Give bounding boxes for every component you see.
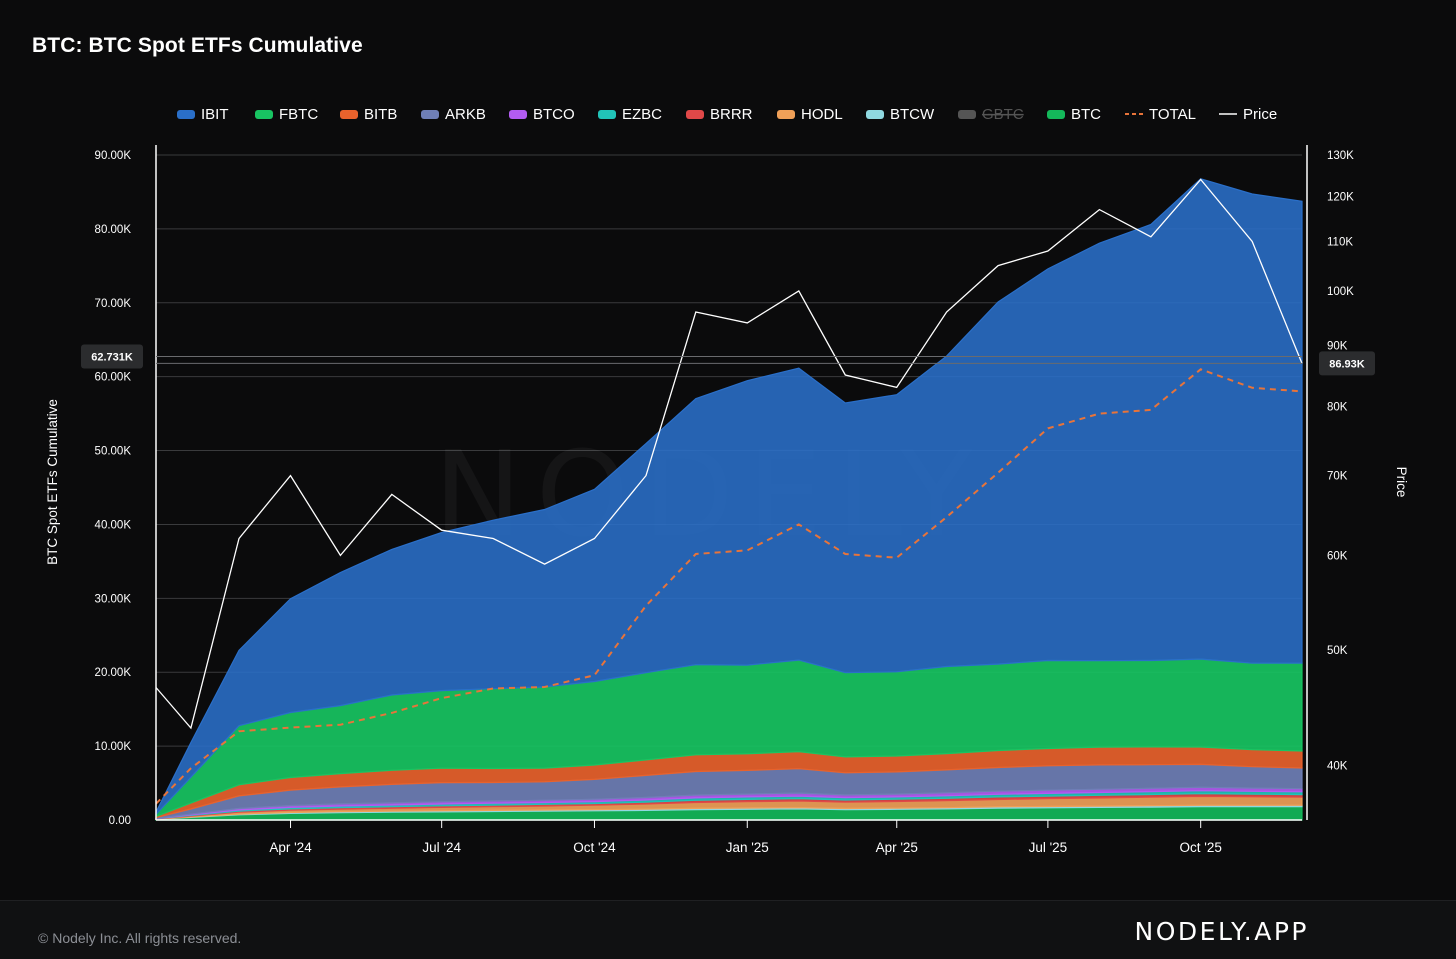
- legend-label-btco: BTCO: [533, 106, 575, 123]
- legend-swatch-ibit: [177, 110, 195, 119]
- legend-swatch-btc: [1047, 110, 1065, 119]
- x-tick-label: Jul '24: [422, 840, 461, 855]
- legend-label-ibit: IBIT: [201, 106, 229, 123]
- legend-swatch-arkb: [421, 110, 439, 119]
- legend-item-total[interactable]: TOTAL: [1125, 106, 1196, 123]
- y-tick-label: 60.00K: [95, 372, 132, 384]
- legend-swatch-fbtc: [255, 110, 273, 119]
- x-tick-label: Oct '25: [1180, 840, 1222, 855]
- legend-item-btco[interactable]: BTCO: [509, 106, 575, 123]
- current-price-value: 86.93K: [1329, 358, 1365, 370]
- current-value-badges: 62.731K 86.93K: [81, 344, 1375, 376]
- x-tick-label: Jul '25: [1029, 840, 1068, 855]
- legend-item-btc[interactable]: BTC: [1047, 106, 1101, 123]
- current-total-value: 62.731K: [91, 351, 133, 363]
- y2-tick-label: 40K: [1327, 760, 1348, 772]
- area-ibit: [155, 178, 1303, 816]
- y2-tick-label: 70K: [1327, 471, 1348, 483]
- y2-tick-label: 90K: [1327, 340, 1348, 352]
- legend-item-btcw[interactable]: BTCW: [866, 106, 935, 123]
- price-line: [155, 178, 1303, 730]
- legend-label-fbtc: FBTC: [279, 106, 318, 123]
- legend-item-gbtc[interactable]: GBTC: [958, 106, 1024, 123]
- y2-tick-label: 120K: [1327, 191, 1354, 203]
- legend-swatch-hodl: [777, 110, 795, 119]
- chart-area: IBIT FBTC BITB ARKB BTCO EZBC BRRR HODL BTCW GBTC…: [45, 106, 1409, 855]
- y-tick-label: 10.00K: [95, 741, 132, 753]
- y-tick-label: 50.00K: [95, 446, 132, 458]
- y2-tick-label: 130K: [1327, 150, 1354, 162]
- legend-label-btcw: BTCW: [890, 106, 935, 123]
- legend-label-btc: BTC: [1071, 106, 1101, 123]
- legend-item-fbtc[interactable]: FBTC: [255, 106, 318, 123]
- legend: IBIT FBTC BITB ARKB BTCO EZBC BRRR HODL BTCW GBTC…: [177, 106, 1277, 123]
- legend-item-ibit[interactable]: IBIT: [177, 106, 229, 123]
- legend-label-brrr: BRRR: [710, 106, 753, 123]
- current-price-badge: [1319, 351, 1375, 376]
- legend-item-brrr[interactable]: BRRR: [686, 106, 753, 123]
- x-tick-label: Jan '25: [726, 840, 769, 855]
- legend-item-price[interactable]: Price: [1219, 106, 1277, 123]
- brand-logo[interactable]: NODELY.APP: [1134, 917, 1309, 946]
- footer: © Nodely Inc. All rights reserved. NODEL…: [0, 900, 1456, 959]
- y2-tick-label: 80K: [1327, 401, 1348, 413]
- total-line: [155, 368, 1303, 805]
- x-tick-label: Apr '25: [876, 840, 918, 855]
- axes: [155, 145, 1308, 821]
- legend-item-hodl[interactable]: HODL: [777, 106, 843, 123]
- legend-label-ezbc: EZBC: [622, 106, 662, 123]
- y2-tick-label: 50K: [1327, 645, 1348, 657]
- legend-item-bitb[interactable]: BITB: [340, 106, 397, 123]
- legend-swatch-gbtc: [958, 110, 976, 119]
- x-tick-label: Oct '24: [573, 840, 616, 855]
- page-title: BTC: BTC Spot ETFs Cumulative: [32, 34, 363, 57]
- legend-label-arkb: ARKB: [445, 106, 486, 123]
- y-tick-label: 70.00K: [95, 298, 132, 310]
- legend-label-total: TOTAL: [1149, 106, 1196, 123]
- legend-label-hodl: HODL: [801, 106, 843, 123]
- y-tick-label: 30.00K: [95, 593, 132, 605]
- y-tick-label: 0.00: [109, 815, 131, 827]
- legend-label-gbtc: GBTC: [982, 106, 1024, 123]
- legend-swatch-bitb: [340, 110, 358, 119]
- y-tick-label: 40.00K: [95, 519, 132, 531]
- y-tick-label: 20.00K: [95, 667, 132, 679]
- legend-item-ezbc[interactable]: EZBC: [598, 106, 662, 123]
- y-tick-label: 90.00K: [95, 150, 132, 162]
- current-total-badge: [81, 344, 143, 369]
- y-axis-right-ticks: 40K 50K 60K 70K 80K 90K 100K 110K 120K 130K: [1327, 150, 1354, 772]
- y2-tick-label: 100K: [1327, 286, 1354, 298]
- y-tick-label: 80.00K: [95, 224, 132, 236]
- x-tick-label: Apr '24: [269, 840, 312, 855]
- y-axis-left-title: BTC Spot ETFs Cumulative: [45, 399, 60, 565]
- legend-swatch-brrr: [686, 110, 704, 119]
- legend-label-bitb: BITB: [364, 106, 397, 123]
- legend-swatch-btco: [509, 110, 527, 119]
- x-axis-ticks: Apr '24 Jul '24 Oct '24 Jan '25 Apr '25 Jul '…: [269, 820, 1222, 855]
- y2-tick-label: 110K: [1327, 237, 1353, 249]
- y-axis-left-ticks: 0.00 10.00K 20.00K 30.00K 40.00K 50.00K 60.00K…: [95, 150, 132, 827]
- copyright-text: © Nodely Inc. All rights reserved.: [38, 930, 242, 946]
- stacked-areas: [155, 178, 1303, 821]
- legend-item-arkb[interactable]: ARKB: [421, 106, 486, 123]
- legend-label-price: Price: [1243, 106, 1277, 123]
- legend-swatch-btcw: [866, 110, 884, 119]
- y-axis-right-title: Price: [1394, 467, 1409, 498]
- y2-tick-label: 60K: [1327, 550, 1348, 562]
- legend-swatch-ezbc: [598, 110, 616, 119]
